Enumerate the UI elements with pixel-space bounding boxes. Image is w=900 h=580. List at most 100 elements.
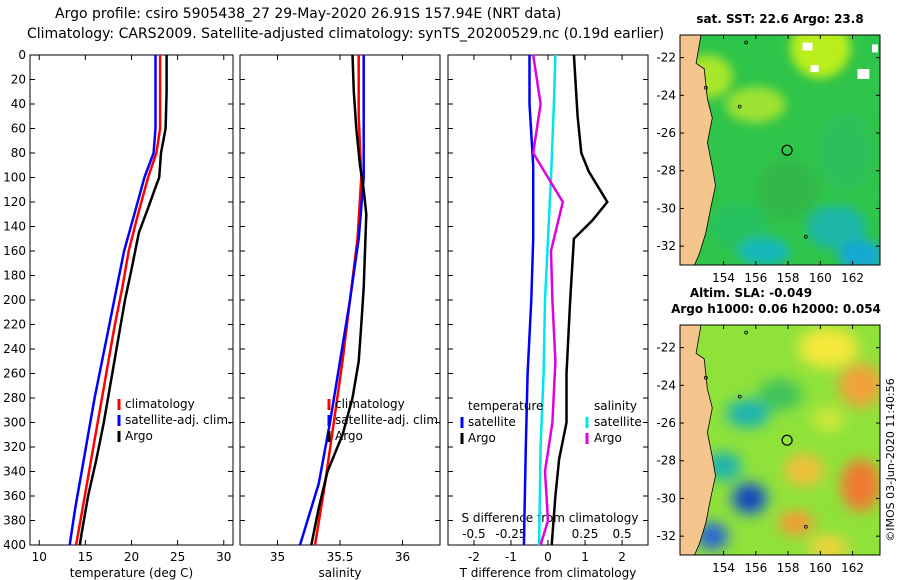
upper-tick-label: 0.25	[572, 527, 599, 541]
y-tick-label: 120	[3, 195, 26, 209]
lat-tick-label: -32	[656, 239, 676, 253]
series-line	[74, 55, 162, 546]
argo-position-marker	[781, 144, 793, 156]
lon-tick-label: 158	[777, 561, 800, 575]
island	[703, 375, 708, 380]
island	[744, 330, 749, 335]
x-tick-label: 35	[270, 550, 285, 564]
series-line	[298, 55, 365, 546]
legend-label: satellite	[468, 415, 516, 429]
map-frame	[679, 34, 881, 266]
lon-tick-label: 158	[777, 271, 800, 285]
map-field	[680, 35, 880, 265]
legend-label: satellite-adj. clim.	[125, 413, 232, 427]
lat-tick-label: -30	[656, 491, 676, 505]
x-tick-label: 35.5	[327, 550, 354, 564]
x-tick-label: 25	[170, 550, 185, 564]
island	[803, 234, 808, 239]
y-tick-label: 220	[3, 318, 26, 332]
plot-frame	[239, 54, 441, 546]
map-sst_map: -22 -24 -26 -28 -30 -32 154 156 158 160 162 sat. SS…	[656, 12, 881, 285]
x-tick-label: 15	[78, 550, 93, 564]
y-tick-label: 300	[3, 416, 26, 430]
map-title-line-1: Altim. SLA: -0.049	[690, 286, 812, 300]
map-field	[680, 325, 880, 555]
x-tick-label: -1	[505, 550, 517, 564]
upper-tick-label: -0.5	[462, 527, 485, 541]
land-mass	[680, 35, 716, 265]
x-tick-label: 0	[544, 550, 552, 564]
y-tick-label: 340	[3, 465, 26, 479]
x-tick-label: 2	[618, 550, 626, 564]
land-mass	[680, 325, 716, 555]
legend-title-right: salinity	[594, 399, 637, 413]
y-tick-label: 40	[11, 97, 26, 111]
island	[703, 85, 708, 90]
x-axis-label: temperature (deg C)	[70, 566, 193, 580]
map-title-line-2: Argo h1000: 0.06 h2000: 0.054	[671, 302, 881, 316]
x-tick-label: 10	[32, 550, 47, 564]
lat-tick-label: -32	[656, 529, 676, 543]
lon-tick-label: 156	[744, 561, 767, 575]
y-tick-label: 160	[3, 244, 26, 258]
panel-differences: -2 -1 0 1 2 T difference from climatology S di…	[447, 54, 649, 580]
x-tick-label: -2	[468, 550, 480, 564]
legend-label: climatology	[335, 397, 405, 411]
map-title: sat. SST: 22.6 Argo: 23.8	[696, 12, 863, 26]
lon-tick-label: 162	[841, 271, 864, 285]
y-tick-label: 140	[3, 220, 26, 234]
legend-label: Argo	[125, 429, 153, 443]
title-line-2: Climatology: CARS2009. Satellite-adjuste…	[27, 26, 665, 42]
y-tick-label: 100	[3, 171, 26, 185]
upper-tick-label: 0.5	[613, 527, 632, 541]
x-tick-label: 1	[581, 550, 589, 564]
y-tick-label: 280	[3, 391, 26, 405]
y-tick-label: 80	[11, 146, 26, 160]
lat-tick-label: -28	[656, 454, 676, 468]
series-line	[310, 54, 368, 546]
lon-tick-label: 154	[712, 271, 735, 285]
panel-salinity: 35 35.5 36 salinity climatology satellite-adj…	[239, 54, 442, 580]
x-tick-label: 20	[124, 550, 139, 564]
x-tick-label: 30	[216, 550, 231, 564]
legend-label: climatology	[125, 397, 195, 411]
series-line	[550, 54, 609, 546]
plot-frame	[447, 54, 649, 546]
lat-tick-label: -24	[656, 378, 676, 392]
lat-tick-label: -22	[656, 341, 676, 355]
upper-axis-title: S difference from climatology	[462, 511, 639, 525]
lat-tick-label: -24	[656, 88, 676, 102]
lon-tick-label: 154	[712, 561, 735, 575]
x-axis-label: salinity	[318, 566, 361, 580]
y-tick-label: 20	[11, 73, 26, 87]
lat-tick-label: -26	[656, 416, 676, 430]
legend-label: Argo	[594, 431, 622, 445]
y-tick-label: 60	[11, 122, 26, 136]
series-line	[537, 54, 557, 546]
lon-tick-label: 162	[841, 561, 864, 575]
island	[737, 394, 742, 399]
series-line	[531, 54, 565, 546]
legend-label: satellite	[594, 415, 642, 429]
legend-title-left: temperature	[468, 399, 543, 413]
y-tick-label: 320	[3, 440, 26, 454]
series-line	[68, 55, 157, 546]
map-sla_map: -22 -24 -26 -28 -30 -32 154 156 158 160 162 Altim. …	[656, 286, 881, 575]
y-tick-label: 180	[3, 269, 26, 283]
title-line-1: Argo profile: csiro 5905438_27 29-May-20…	[55, 6, 562, 22]
y-tick-label: 0	[18, 48, 26, 62]
lon-tick-label: 160	[809, 271, 832, 285]
lat-tick-label: -22	[656, 51, 676, 65]
y-tick-label: 400	[3, 538, 26, 552]
x-tick-label: 36	[395, 550, 410, 564]
y-tick-label: 380	[3, 514, 26, 528]
series-line	[78, 55, 168, 546]
watermark: ©IMOS 03-Jun-2020 11:40:56	[884, 378, 897, 542]
panel-temperature: 0 20 40 60 80 100 120 140 160 180 200 220 240 260 280 3…	[3, 48, 234, 580]
plot-frame	[29, 54, 234, 546]
island	[744, 40, 749, 45]
map-frame	[679, 324, 881, 556]
lat-tick-label: -30	[656, 201, 676, 215]
y-tick-label: 240	[3, 342, 26, 356]
